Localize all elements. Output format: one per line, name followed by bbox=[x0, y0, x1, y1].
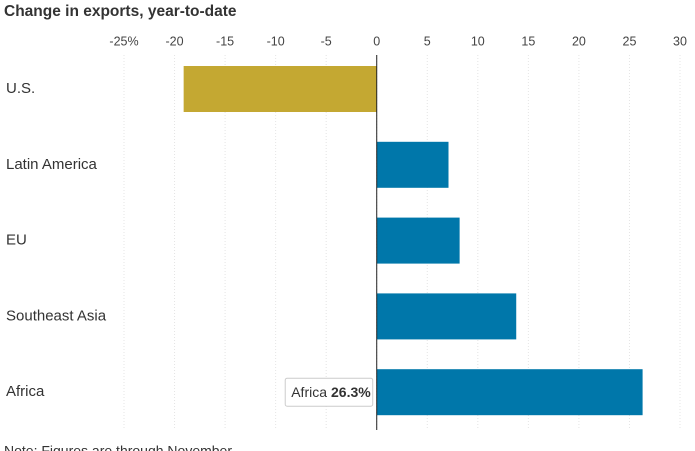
x-tick-label: 10 bbox=[471, 34, 485, 48]
tooltip-box bbox=[284, 377, 374, 407]
x-tick-label: 0 bbox=[373, 34, 380, 48]
category-label: EU bbox=[6, 232, 27, 249]
x-tick-label: 5 bbox=[424, 34, 431, 48]
chart-title: Change in exports, year-to-date bbox=[4, 3, 237, 20]
bar bbox=[376, 217, 460, 264]
value-label: 26.3% bbox=[331, 384, 371, 400]
tooltip-text: Africa 26.3% bbox=[291, 384, 371, 400]
x-tick-label: -5 bbox=[321, 34, 332, 48]
note: Note: Figures are through November bbox=[4, 443, 232, 451]
category-label: Southeast Asia bbox=[6, 307, 107, 324]
x-tick-label: 15 bbox=[521, 34, 535, 48]
bar bbox=[376, 369, 643, 416]
tooltip[interactable]: Africa 26.3% bbox=[284, 377, 374, 407]
x-tick-label: -15 bbox=[216, 34, 234, 48]
category-label: Africa bbox=[6, 383, 45, 400]
x-tick-label: -25% bbox=[109, 34, 138, 48]
x-tick-label: 30 bbox=[673, 34, 687, 48]
x-tick-label: -20 bbox=[166, 34, 184, 48]
x-tick-label: -10 bbox=[267, 34, 285, 48]
x-tick-label: 20 bbox=[572, 34, 586, 48]
category-label: U.S. bbox=[6, 80, 35, 97]
bar bbox=[376, 141, 449, 188]
x-tick-label: 25 bbox=[623, 34, 637, 48]
tooltip-category: Africa bbox=[291, 384, 327, 400]
category-label: Latin America bbox=[6, 156, 98, 173]
bar bbox=[183, 66, 377, 112]
bar bbox=[376, 293, 517, 340]
